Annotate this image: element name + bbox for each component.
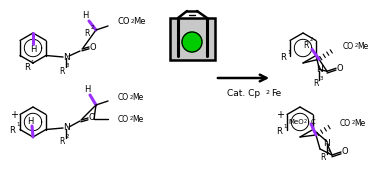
Text: O: O (90, 43, 96, 51)
Text: 2: 2 (355, 43, 358, 48)
Text: N: N (63, 52, 70, 62)
Text: R: R (85, 29, 90, 37)
Text: R: R (24, 63, 30, 73)
Text: 1: 1 (283, 123, 287, 128)
Text: Me: Me (132, 115, 143, 123)
Text: O: O (337, 64, 343, 73)
Text: C: C (311, 119, 316, 125)
Text: +: + (276, 109, 284, 120)
Text: 3: 3 (319, 76, 323, 81)
Text: 1: 1 (16, 122, 20, 128)
Text: CO: CO (340, 119, 351, 128)
Text: R: R (276, 127, 282, 136)
Bar (170, 18, 215, 60)
Circle shape (182, 32, 202, 52)
Text: H: H (84, 86, 90, 95)
Text: 3: 3 (66, 63, 70, 68)
Text: Fe: Fe (186, 37, 197, 47)
Text: 2: 2 (131, 19, 135, 24)
Bar (170, 18, 215, 60)
Text: 2: 2 (130, 116, 133, 121)
Text: 2: 2 (91, 25, 94, 30)
Text: O: O (89, 114, 95, 122)
Text: H: H (27, 116, 33, 126)
Text: R: R (304, 41, 309, 50)
Text: N: N (324, 139, 330, 148)
Text: Me: Me (132, 94, 143, 102)
Text: CO: CO (118, 17, 130, 27)
Text: R: R (321, 153, 326, 162)
Text: 2: 2 (310, 37, 313, 42)
Text: R: R (9, 126, 15, 135)
Text: R: R (280, 53, 286, 62)
Text: CO: CO (118, 94, 129, 102)
Text: 2: 2 (352, 120, 355, 125)
Text: 1: 1 (30, 60, 34, 65)
Text: 2: 2 (266, 90, 270, 95)
Text: Fe: Fe (271, 89, 281, 98)
Text: Me: Me (357, 42, 368, 51)
Text: R: R (60, 137, 65, 147)
Text: MeO: MeO (288, 119, 304, 125)
Text: +: + (10, 109, 18, 120)
Text: N: N (316, 65, 323, 74)
Text: CO: CO (118, 115, 129, 123)
Text: 2: 2 (130, 95, 133, 100)
Text: O: O (342, 148, 348, 156)
Text: 2: 2 (327, 149, 330, 155)
Text: H: H (82, 11, 88, 21)
Text: N: N (63, 123, 70, 133)
Text: R: R (313, 79, 319, 88)
Text: Me: Me (133, 17, 146, 27)
Text: Me: Me (354, 119, 365, 128)
Text: H: H (30, 44, 36, 54)
Text: CO: CO (343, 42, 354, 51)
Text: Cat. Cp: Cat. Cp (228, 89, 260, 98)
Text: R: R (60, 67, 65, 76)
Text: 2: 2 (66, 134, 70, 139)
Text: 2: 2 (304, 119, 307, 124)
Text: 1: 1 (287, 49, 291, 55)
